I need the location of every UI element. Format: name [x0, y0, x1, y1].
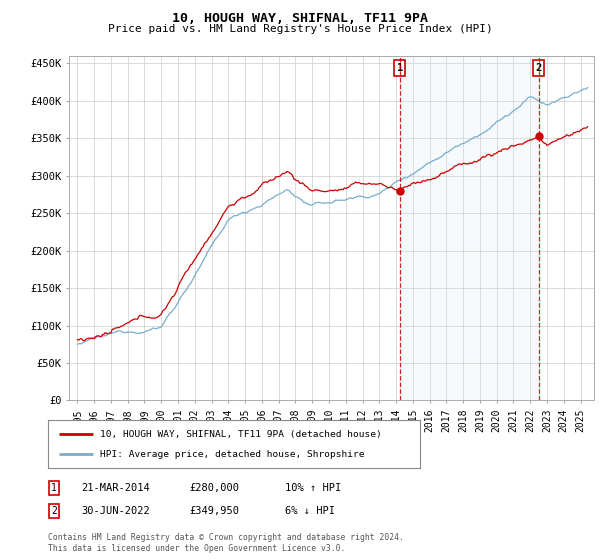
Text: 10, HOUGH WAY, SHIFNAL, TF11 9PA (detached house): 10, HOUGH WAY, SHIFNAL, TF11 9PA (detach… [100, 430, 382, 439]
Text: 21-MAR-2014: 21-MAR-2014 [81, 483, 150, 493]
Text: £349,950: £349,950 [189, 506, 239, 516]
Text: 30-JUN-2022: 30-JUN-2022 [81, 506, 150, 516]
Text: 2: 2 [51, 506, 57, 516]
Text: Price paid vs. HM Land Registry's House Price Index (HPI): Price paid vs. HM Land Registry's House … [107, 24, 493, 34]
Text: Contains HM Land Registry data © Crown copyright and database right 2024.
This d: Contains HM Land Registry data © Crown c… [48, 533, 404, 553]
Text: 6% ↓ HPI: 6% ↓ HPI [285, 506, 335, 516]
Text: HPI: Average price, detached house, Shropshire: HPI: Average price, detached house, Shro… [100, 450, 365, 459]
Text: 1: 1 [397, 63, 403, 73]
Text: 10% ↑ HPI: 10% ↑ HPI [285, 483, 341, 493]
Text: 10, HOUGH WAY, SHIFNAL, TF11 9PA: 10, HOUGH WAY, SHIFNAL, TF11 9PA [172, 12, 428, 25]
Text: 2: 2 [536, 63, 542, 73]
Text: £280,000: £280,000 [189, 483, 239, 493]
Text: 1: 1 [51, 483, 57, 493]
Bar [400, 56, 539, 400]
